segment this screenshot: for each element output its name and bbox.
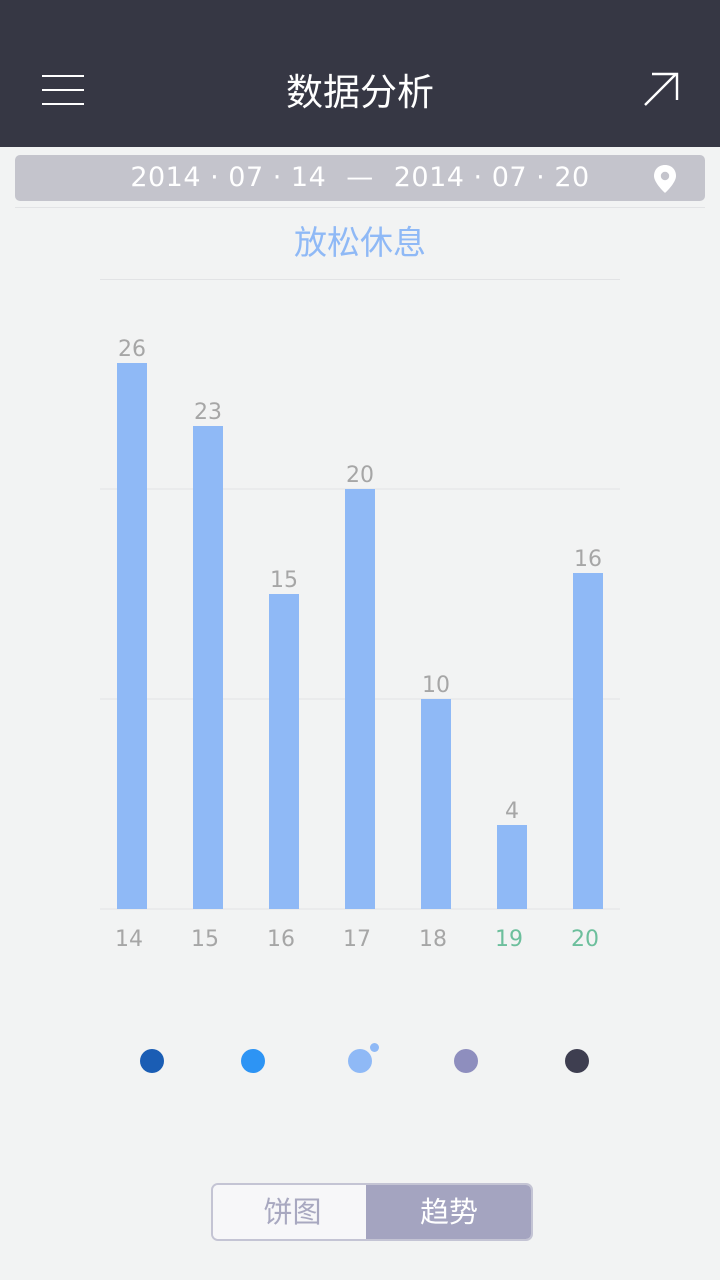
legend-dot-3[interactable] <box>348 1049 372 1073</box>
x-tick-label-18: 18 <box>419 927 447 952</box>
bar-17[interactable] <box>345 489 375 909</box>
legend-dot-2[interactable] <box>241 1049 265 1073</box>
app-header: 数据分析 <box>0 0 720 147</box>
value-label-16: 15 <box>270 568 298 593</box>
bar-14[interactable] <box>117 363 147 909</box>
x-tick-label-20: 20 <box>571 927 599 952</box>
bar-16[interactable] <box>269 594 299 909</box>
page-title: 数据分析 <box>286 71 434 114</box>
value-label-15: 23 <box>194 400 222 425</box>
date-range-bar[interactable] <box>15 155 705 201</box>
x-tick-label-17: 17 <box>343 927 371 952</box>
chart-title: 放松休息 <box>294 223 426 262</box>
x-tick-label-14: 14 <box>115 927 143 952</box>
date-start: 2014 · 07 · 14 <box>130 162 327 193</box>
date-range-text: 2014 · 07 · 14 — 2014 · 07 · 20 <box>0 155 720 201</box>
value-label-19: 4 <box>505 799 519 824</box>
legend-dot-1[interactable] <box>140 1049 164 1073</box>
selected-indicator <box>370 1043 379 1052</box>
value-label-14: 26 <box>118 337 146 362</box>
value-label-17: 20 <box>346 463 374 488</box>
x-tick-label-19: 19 <box>495 927 523 952</box>
divider <box>15 207 705 208</box>
date-separator: — <box>346 162 374 193</box>
view-toggle: 饼图 趋势 <box>211 1183 533 1241</box>
date-end: 2014 · 07 · 20 <box>393 162 590 193</box>
trend-view-button[interactable]: 趋势 <box>366 1185 531 1239</box>
bar-20[interactable] <box>573 573 603 909</box>
arrow-up-right-icon[interactable] <box>640 70 682 110</box>
value-label-18: 10 <box>422 673 450 698</box>
bar-19[interactable] <box>497 825 527 909</box>
bar-15[interactable] <box>193 426 223 909</box>
location-pin-icon[interactable] <box>652 164 678 194</box>
legend-dot-4[interactable] <box>454 1049 478 1073</box>
divider <box>100 279 620 280</box>
bar-chart: 26 14 23 15 15 16 20 17 10 18 4 19 16 20 <box>100 337 620 952</box>
bar-18[interactable] <box>421 699 451 909</box>
value-label-20: 16 <box>574 547 602 572</box>
x-tick-label-15: 15 <box>191 927 219 952</box>
menu-icon[interactable] <box>40 72 86 108</box>
pie-view-button[interactable]: 饼图 <box>213 1185 372 1239</box>
legend-dot-5[interactable] <box>565 1049 589 1073</box>
x-tick-label-16: 16 <box>267 927 295 952</box>
